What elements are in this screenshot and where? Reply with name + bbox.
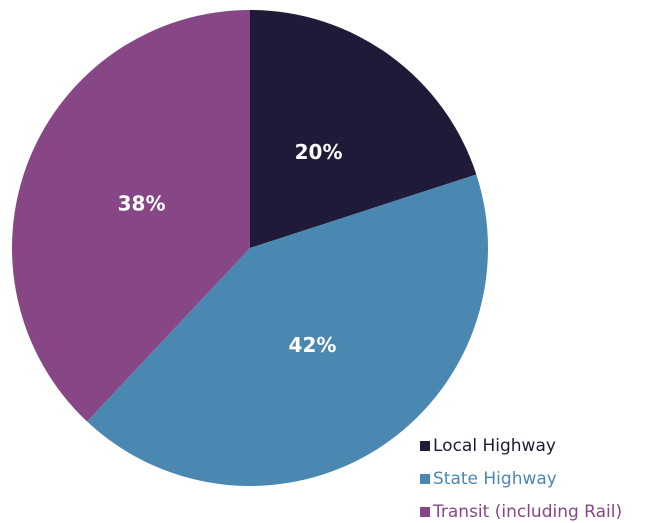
legend-label: Transit (including Rail) [432,502,622,522]
value-label: 20% [295,140,343,164]
pie-slice [250,10,477,248]
legend-label: State Highway [433,469,557,489]
pie-slice [87,174,489,487]
value-label: 42% [289,333,337,357]
legend-swatch [420,507,430,517]
legend-swatch [420,474,430,484]
value-label: 38% [118,192,166,216]
legend-swatch [420,441,430,451]
pie-slice [12,10,250,422]
legend-label: Local Highway [433,436,556,456]
